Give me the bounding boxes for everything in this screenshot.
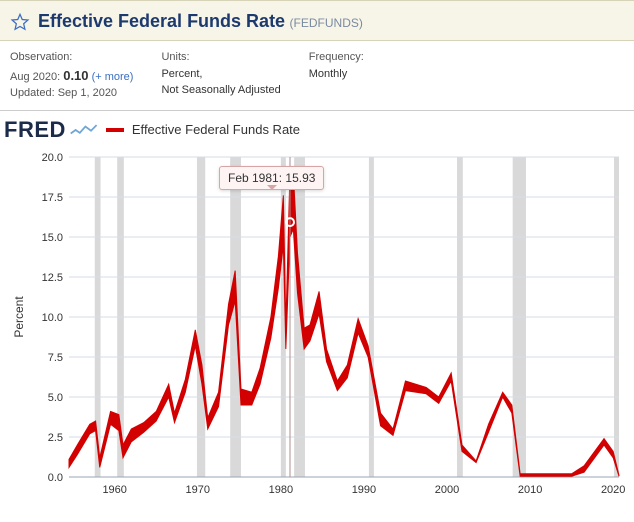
observation-line: Aug 2020: 0.10 (+ more) — [10, 66, 133, 86]
svg-text:12.5: 12.5 — [42, 272, 63, 284]
svg-text:7.5: 7.5 — [48, 352, 63, 364]
svg-text:2010: 2010 — [518, 484, 542, 496]
chart-area[interactable]: 0.0 2.5 5.0 7.5 10.0 12.5 15.0 17.5 20.0 1960 1970… — [5, 149, 629, 507]
legend-bar: FRED Effective Federal Funds Rate — [0, 111, 634, 149]
fred-chart-icon — [70, 122, 98, 138]
units-line2: Not Seasonally Adjusted — [161, 82, 280, 99]
updated-date: Sep 1, 2020 — [58, 87, 117, 99]
svg-text:10.0: 10.0 — [42, 312, 63, 324]
svg-text:5.0: 5.0 — [48, 392, 63, 404]
units-label: Units: — [161, 49, 280, 66]
series-title: Effective Federal Funds Rate — [38, 11, 285, 31]
observation-label: Observation: — [10, 49, 133, 66]
chart-svg: 0.0 2.5 5.0 7.5 10.0 12.5 15.0 17.5 20.0 1960 1970… — [5, 149, 629, 507]
svg-text:1960: 1960 — [102, 484, 126, 496]
updated-line: Updated: Sep 1, 2020 — [10, 85, 133, 102]
star-icon[interactable] — [10, 12, 30, 32]
title-bar: Effective Federal Funds Rate (FEDFUNDS) — [0, 0, 634, 41]
svg-text:1990: 1990 — [352, 484, 376, 496]
svg-text:15.0: 15.0 — [42, 232, 63, 244]
units-line1: Percent, — [161, 66, 280, 83]
observation-date: Aug 2020: — [10, 71, 60, 83]
svg-text:2.5: 2.5 — [48, 432, 63, 444]
svg-text:17.5: 17.5 — [42, 192, 63, 204]
legend-label: Effective Federal Funds Rate — [132, 122, 300, 137]
fred-logo-text: FRED — [4, 117, 66, 143]
legend-swatch — [106, 128, 124, 132]
frequency-value: Monthly — [309, 66, 364, 83]
observation-value: 0.10 — [63, 68, 88, 83]
page-title: Effective Federal Funds Rate (FEDFUNDS) — [38, 11, 363, 32]
svg-text:0.0: 0.0 — [48, 472, 63, 484]
svg-text:20.0: 20.0 — [42, 152, 63, 164]
frequency-block: Frequency: Monthly — [309, 49, 364, 102]
updated-label: Updated: — [10, 87, 55, 99]
svg-text:Percent: Percent — [12, 295, 26, 337]
svg-text:1970: 1970 — [186, 484, 210, 496]
plus-more-link[interactable]: (+ more) — [92, 71, 134, 83]
series-code: (FEDFUNDS) — [290, 16, 363, 30]
units-block: Units: Percent, Not Seasonally Adjusted — [161, 49, 280, 102]
observation-block: Observation: Aug 2020: 0.10 (+ more) Upd… — [10, 49, 133, 102]
fred-logo: FRED — [4, 117, 98, 143]
svg-text:1980: 1980 — [269, 484, 293, 496]
meta-row: Observation: Aug 2020: 0.10 (+ more) Upd… — [0, 41, 634, 111]
frequency-label: Frequency: — [309, 49, 364, 66]
svg-text:2020: 2020 — [601, 484, 625, 496]
svg-text:2000: 2000 — [435, 484, 459, 496]
